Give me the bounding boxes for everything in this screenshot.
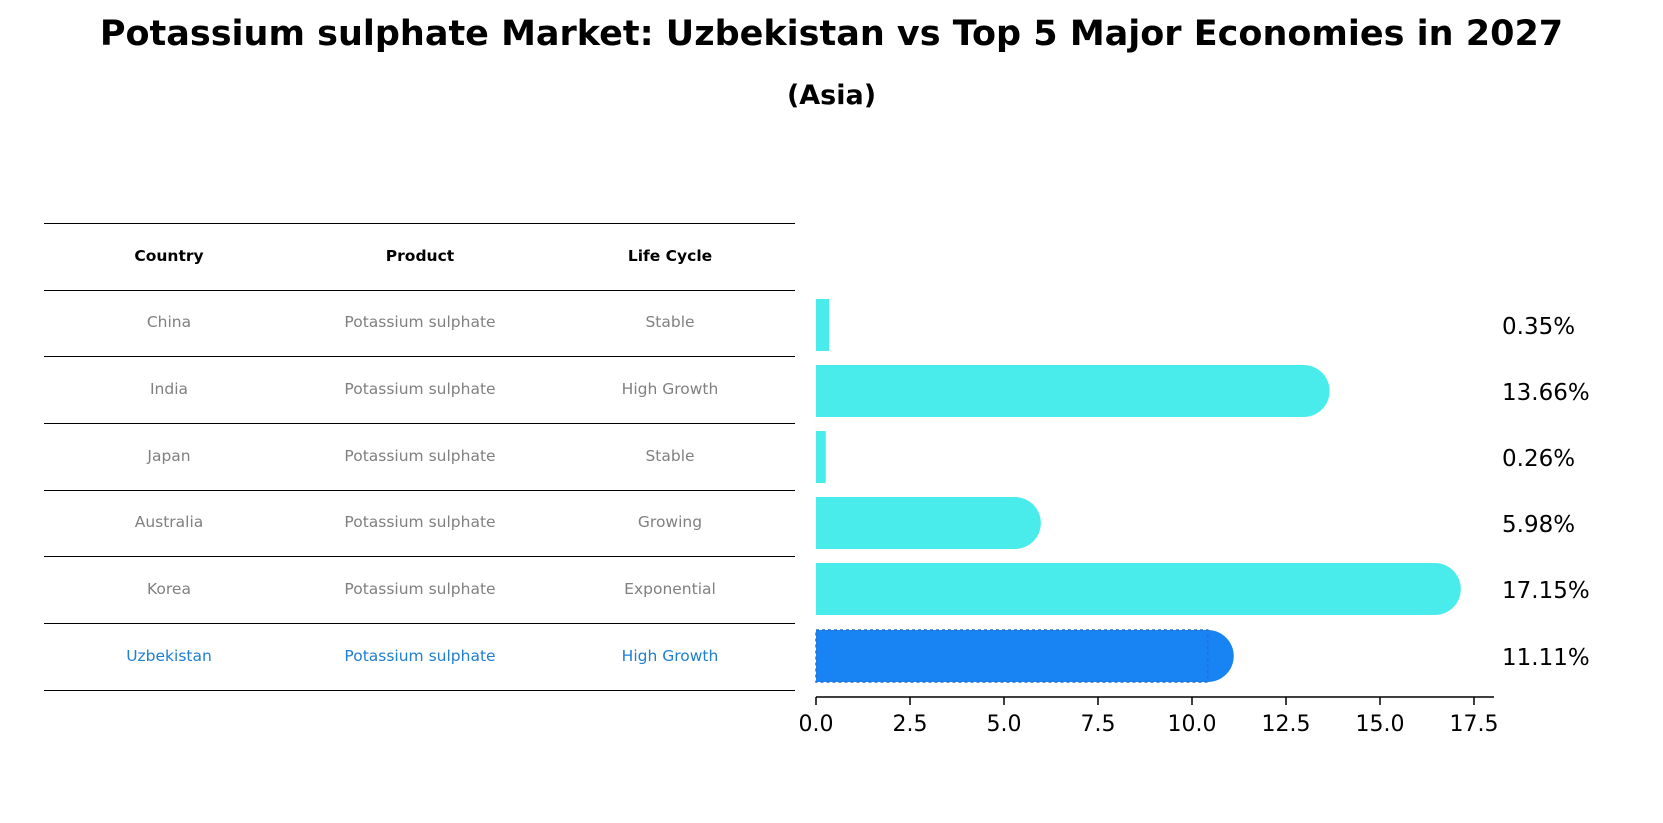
- bar-body: [816, 630, 1208, 682]
- table-rule: [44, 290, 795, 291]
- data-label: 17.15%: [1502, 578, 1590, 604]
- table-cell: Potassium sulphate: [344, 513, 496, 531]
- bar-australia: [816, 497, 1041, 549]
- table-cell: Korea: [147, 580, 191, 598]
- data-label: 5.98%: [1502, 512, 1575, 538]
- bar-uzbekistan: [815, 629, 1234, 683]
- bar-body: [816, 431, 826, 483]
- table-cell: Potassium sulphate: [344, 647, 496, 665]
- bar-cap: [1181, 630, 1234, 682]
- x-tick-label: 5.0: [987, 712, 1022, 737]
- table-cell: Stable: [645, 447, 695, 465]
- table-header-cell: Product: [385, 247, 455, 265]
- bar-body: [816, 365, 1304, 417]
- table-cell: Stable: [645, 313, 695, 331]
- data-label: 13.66%: [1502, 380, 1590, 406]
- x-tick-label: 17.5: [1450, 712, 1499, 737]
- chart-title: Potassium sulphate Market: Uzbekistan vs…: [99, 14, 1564, 54]
- data-label: 0.26%: [1502, 446, 1575, 472]
- table-cell: Growing: [637, 513, 703, 531]
- chart-subtitle: (Asia): [786, 80, 877, 111]
- table-cell: Japan: [147, 447, 191, 465]
- bar-body: [816, 299, 830, 351]
- bar-india: [816, 365, 1330, 417]
- table-cell: China: [146, 313, 192, 331]
- table-rule: [44, 223, 795, 224]
- bar-korea: [816, 563, 1461, 615]
- table-cell: India: [149, 380, 189, 398]
- data-label: 0.35%: [1502, 314, 1575, 340]
- x-tick-label: 2.5: [893, 712, 928, 737]
- table-cell: Exponential: [624, 580, 716, 598]
- bar-body: [816, 497, 1015, 549]
- table-rule: [44, 623, 795, 624]
- bar-cap: [988, 497, 1041, 549]
- table-rule: [44, 556, 795, 557]
- table-cell: High Growth: [621, 380, 719, 398]
- x-tick-label: 7.5: [1081, 712, 1116, 737]
- bar-cap: [1408, 563, 1461, 615]
- bar-body: [816, 563, 1435, 615]
- bar-cap: [1277, 365, 1330, 417]
- table-cell: High Growth: [621, 647, 719, 665]
- table-cell: Australia: [134, 513, 204, 531]
- table-rule: [44, 690, 795, 691]
- table-header-cell: Country: [134, 247, 204, 265]
- table-rule: [44, 356, 795, 357]
- table-cell: Potassium sulphate: [344, 313, 496, 331]
- bar-china: [816, 299, 830, 351]
- table-cell: Potassium sulphate: [344, 380, 496, 398]
- x-tick-label: 12.5: [1262, 712, 1311, 737]
- table-cell: Potassium sulphate: [344, 447, 496, 465]
- table-rule: [44, 490, 795, 491]
- table-header-cell: Life Cycle: [627, 247, 713, 265]
- data-label: 11.11%: [1502, 645, 1590, 671]
- table-rule: [44, 423, 795, 424]
- table-cell: Uzbekistan: [126, 647, 212, 665]
- x-tick-label: 0.0: [799, 712, 834, 737]
- x-tick-label: 15.0: [1356, 712, 1405, 737]
- table-cell: Potassium sulphate: [344, 580, 496, 598]
- x-tick-label: 10.0: [1168, 712, 1217, 737]
- bar-japan: [816, 431, 826, 483]
